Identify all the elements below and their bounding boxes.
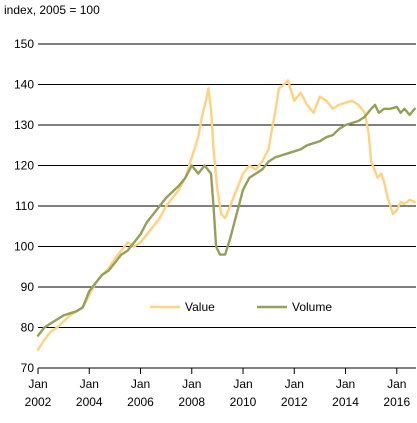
y-tick-label: 70 <box>21 361 35 375</box>
y-tick-label: 150 <box>14 37 34 51</box>
x-tick-month-label: Jan <box>387 377 406 391</box>
series-lines <box>36 79 416 351</box>
x-tick-month-label: Jan <box>131 377 150 391</box>
x-tick-year-label: 2008 <box>178 395 205 409</box>
series-line-volume <box>36 103 416 337</box>
x-tick-year-label: 2002 <box>25 395 52 409</box>
y-axis-ticks: 70 80 90 100 110 120 130 140 150 <box>14 37 34 375</box>
grid-lines <box>37 43 416 374</box>
x-tick-month-label: Jan <box>182 377 201 391</box>
y-tick-label: 120 <box>14 159 34 173</box>
x-tick-month-label: Jan <box>336 377 355 391</box>
x-axis-ticks: Jan 2002 Jan 2004 Jan 2006 Jan 2008 Jan 2010 Jan 20… <box>25 368 410 409</box>
x-tick-month-label: Jan <box>28 377 47 391</box>
x-tick-year-label: 2006 <box>127 395 154 409</box>
x-tick-year-label: 2016 <box>383 395 410 409</box>
legend: Value Volume <box>150 300 332 314</box>
y-tick-label: 130 <box>14 118 34 132</box>
x-tick-year-label: 2004 <box>76 395 103 409</box>
x-tick-year-label: 2010 <box>230 395 257 409</box>
legend-label-value: Value <box>185 300 215 314</box>
series-line-value <box>36 79 416 351</box>
legend-label-volume: Volume <box>292 300 332 314</box>
y-tick-label: 100 <box>14 240 34 254</box>
x-tick-month-label: Jan <box>233 377 252 391</box>
x-tick-month-label: Jan <box>285 377 304 391</box>
y-tick-label: 140 <box>14 78 34 92</box>
y-axis-label: index, 2005 = 100 <box>4 3 100 17</box>
x-tick-month-label: Jan <box>80 377 99 391</box>
x-tick-year-label: 2014 <box>332 395 359 409</box>
x-tick-year-label: 2012 <box>281 395 308 409</box>
y-tick-label: 90 <box>21 280 35 294</box>
y-tick-label: 80 <box>21 321 35 335</box>
y-tick-label: 110 <box>15 199 34 213</box>
